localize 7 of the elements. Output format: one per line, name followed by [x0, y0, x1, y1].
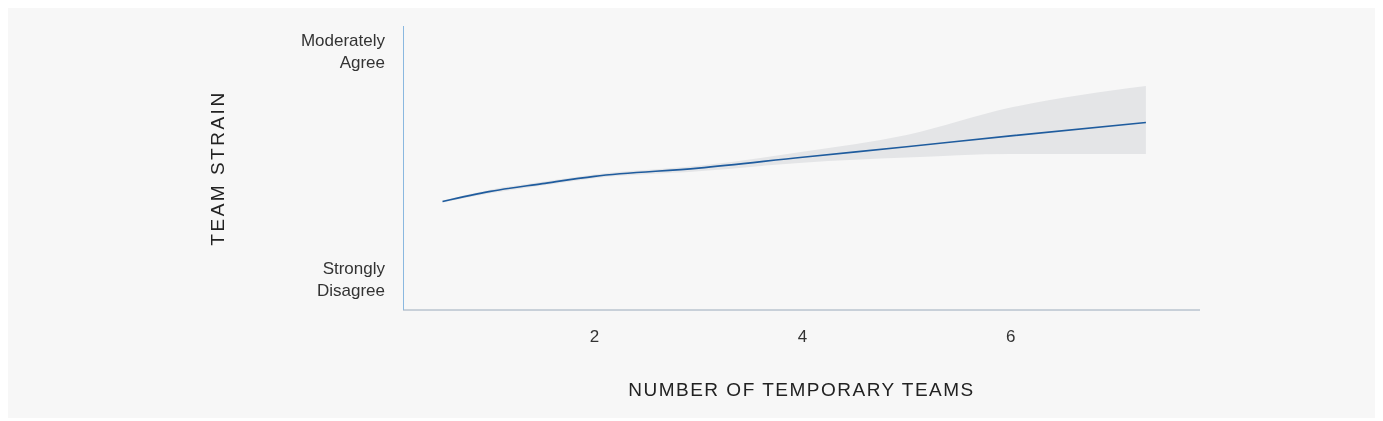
text: Strongly Disagree: [315, 258, 385, 302]
x-axis-title: NUMBER OF TEMPORARY TEAMS: [628, 379, 975, 400]
x-tick-label: 2: [589, 327, 600, 347]
text: Moderately Agree: [299, 30, 385, 74]
x-tick-label: 6: [1005, 327, 1016, 347]
x-tick-label: 4: [797, 327, 808, 347]
text: TEAM STRAIN: [206, 89, 229, 248]
